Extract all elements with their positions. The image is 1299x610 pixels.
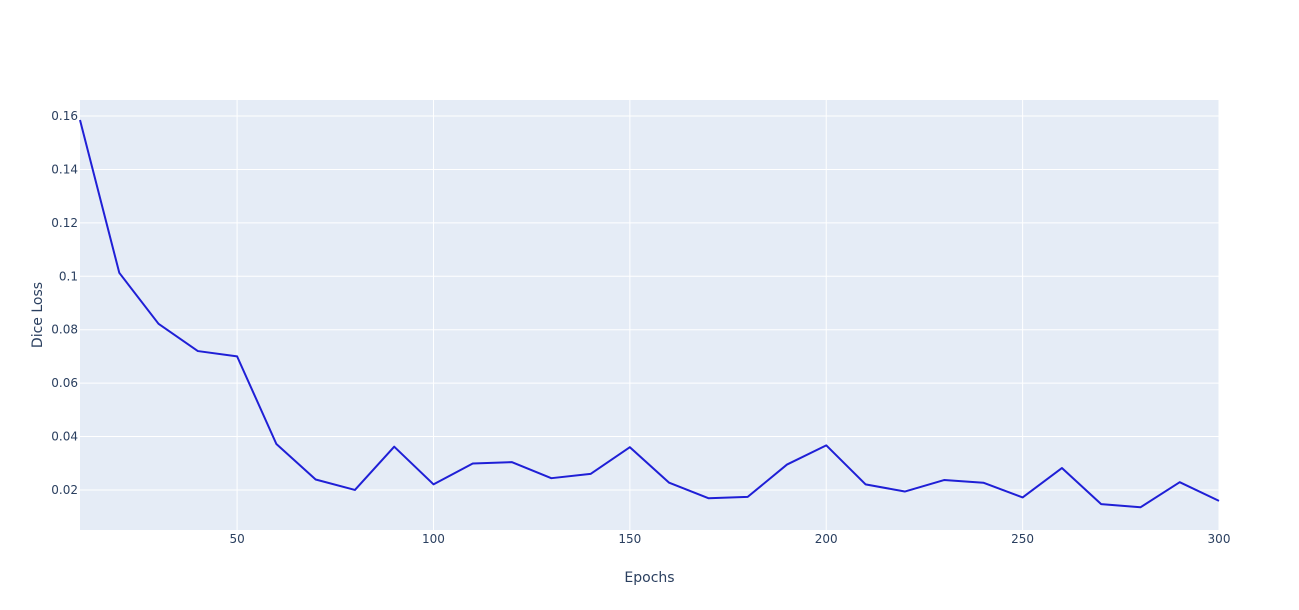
x-axis-ticks: 50 100 150 200 250 300 (229, 532, 1230, 546)
y-tick-label: 0.02 (51, 483, 78, 497)
series-layer (79, 119, 1220, 509)
x-tick-label: 150 (618, 532, 641, 546)
y-tick-label: 0.16 (51, 109, 78, 123)
x-tick-label: 250 (1011, 532, 1034, 546)
y-tick-label: 0.12 (51, 216, 78, 230)
x-tick-label: 100 (422, 532, 445, 546)
y-tick-label: 0.04 (51, 430, 78, 444)
y-tick-label: 0.14 (51, 162, 78, 176)
y-tick-label: 0.1 (59, 269, 78, 283)
y-tick-label: 0.06 (51, 376, 78, 390)
series-line (79, 119, 1220, 509)
x-tick-label: 200 (815, 532, 838, 546)
y-axis-title: Dice Loss (30, 282, 46, 348)
x-axis-title: Epochs (624, 570, 674, 586)
x-tick-label: 50 (229, 532, 244, 546)
y-tick-label: 0.08 (51, 323, 78, 337)
y-axis-ticks: 0.02 0.04 0.06 0.08 0.1 0.12 0.14 0.16 (51, 109, 78, 497)
grid-lines (80, 100, 1220, 530)
plot-background (80, 100, 1219, 530)
x-tick-label: 300 (1208, 532, 1231, 546)
